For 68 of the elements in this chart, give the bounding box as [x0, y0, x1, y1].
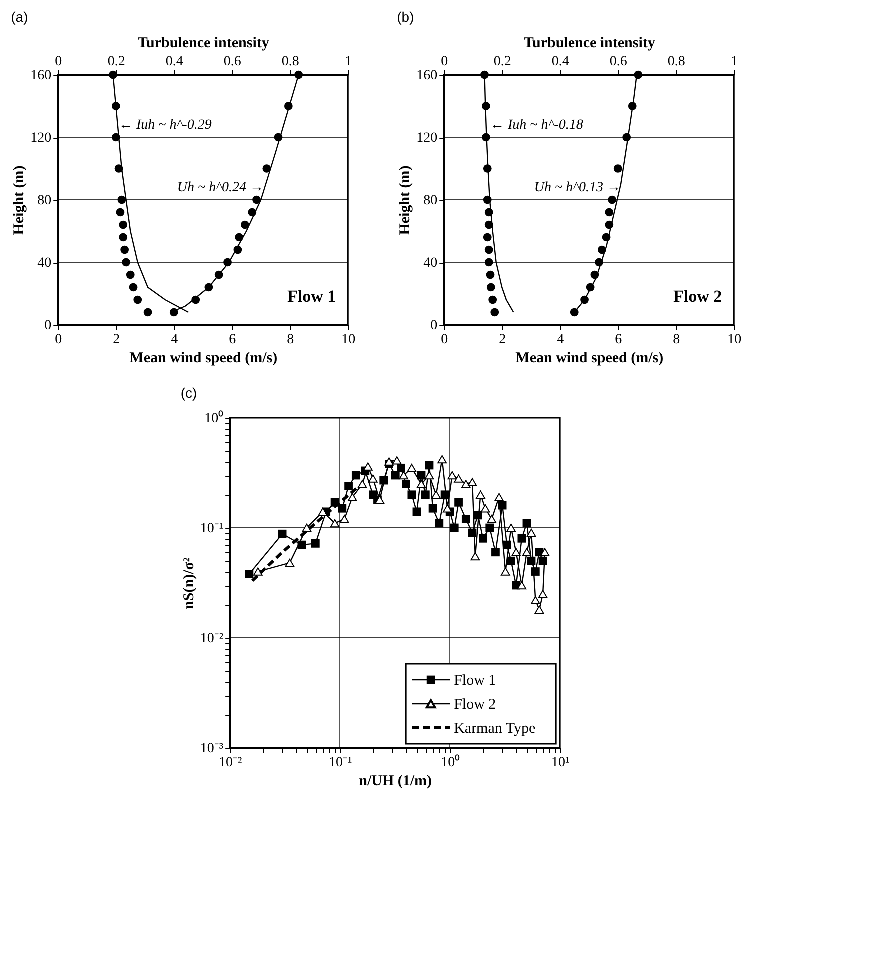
x-tick-label: 10¹: [551, 756, 570, 770]
point: [605, 208, 614, 217]
annotation: ← Iuh ~ h^-0.29: [119, 118, 212, 133]
x2-tick-label: 0.4: [552, 54, 570, 70]
y-tick-label: 160: [416, 68, 438, 84]
legend-label: Flow 1: [454, 673, 496, 689]
chart-title: (a): [11, 9, 28, 25]
x-tick-label: 10: [728, 332, 742, 348]
legend-label: Karman Type: [454, 721, 536, 737]
x-tick-label: 2: [113, 332, 120, 348]
annotation: Uh ~ h^0.24 →: [177, 180, 264, 196]
annotation: Flow 2: [673, 287, 722, 306]
y-tick-label: 40: [424, 256, 438, 271]
x-tick-label: 0: [55, 332, 62, 348]
point: [614, 164, 622, 173]
x2-tick-label: 0.2: [108, 54, 126, 70]
x-tick-label: 0: [441, 332, 448, 348]
x-tick-label: 4: [557, 332, 564, 348]
x-tick-label: 2: [499, 332, 506, 348]
y-tick-label: 80: [424, 194, 438, 208]
x2-tick-label: 0.6: [224, 54, 242, 70]
x-axis-title: n/UH (1/m): [359, 774, 432, 790]
x-tick-label: 4: [171, 332, 178, 348]
y-axis-title: nS(n)/σ²: [181, 557, 198, 610]
x2-tick-label: 0.8: [668, 54, 686, 70]
x-axis-title: Mean wind speed (m/s): [516, 350, 664, 366]
chart-title: (c): [180, 385, 198, 401]
x-tick-label: 8: [673, 332, 680, 348]
y-tick-label: 10⁰: [204, 410, 224, 426]
x2-tick-label: 0: [55, 54, 62, 70]
x2-tick-label: 0: [441, 54, 448, 70]
y-tick-label: 10⁻³: [200, 742, 224, 756]
annotation: Flow 1: [287, 287, 336, 306]
legend-label: Flow 2: [454, 697, 496, 713]
annotation: ← Iuh ~ h^-0.18: [490, 118, 584, 133]
x2-axis-title: Turbulence intensity: [138, 36, 270, 52]
y-tick-label: 120: [30, 131, 52, 146]
point: [240, 220, 250, 230]
point: [608, 196, 617, 204]
y-tick-label: 10⁻¹: [200, 522, 224, 536]
y-tick-label: 0: [430, 318, 438, 334]
x2-tick-label: 1: [345, 54, 352, 70]
x2-tick-label: 0.2: [494, 54, 512, 70]
point: [252, 196, 261, 204]
x-tick-label: 6: [229, 332, 236, 348]
x-tick-label: 10⁻¹: [328, 756, 352, 770]
x2-tick-label: 0.4: [166, 54, 184, 70]
y-tick-label: 0: [44, 318, 52, 334]
x-tick-label: 6: [615, 332, 622, 348]
x2-tick-label: 0.8: [282, 54, 300, 70]
x-tick-label: 10⁻²: [218, 756, 242, 770]
y-tick-label: 160: [30, 68, 52, 84]
y-tick-label: 40: [38, 256, 52, 271]
y-axis-title: Height (m): [398, 166, 414, 236]
y-tick-label: 120: [416, 131, 438, 146]
annotation: Uh ~ h^0.13 →: [534, 180, 622, 196]
y-tick-label: 80: [38, 194, 52, 208]
chart-title: (b): [397, 9, 414, 25]
x2-tick-label: 0.6: [610, 54, 628, 70]
x-tick-label: 10⁰: [441, 754, 460, 770]
y-axis-title: Height (m): [12, 166, 28, 236]
x-tick-label: 8: [287, 332, 294, 348]
x2-axis-title: Turbulence intensity: [524, 36, 656, 52]
point: [262, 164, 272, 173]
x2-tick-label: 1: [731, 54, 738, 70]
y-tick-label: 10⁻²: [200, 632, 224, 646]
x-tick-label: 10: [342, 332, 356, 348]
x-axis-title: Mean wind speed (m/s): [130, 350, 278, 366]
